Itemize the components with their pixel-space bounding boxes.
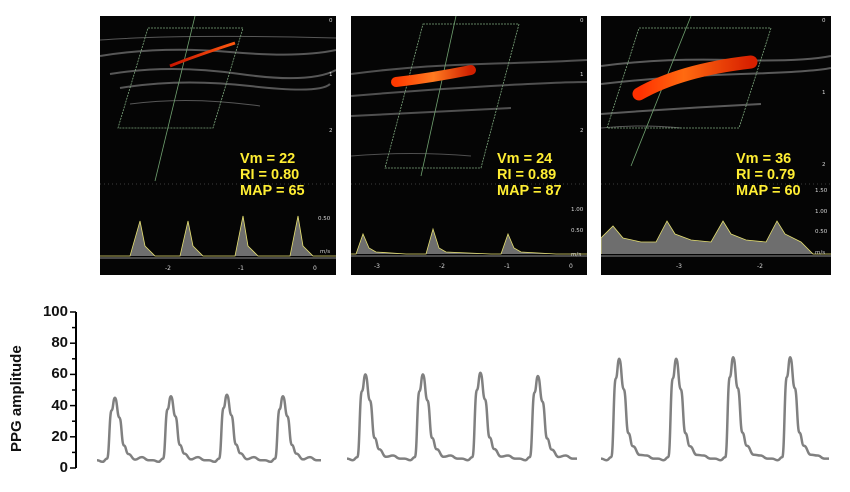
doppler-waveform-2 <box>351 227 587 255</box>
ppg-traces <box>96 355 829 464</box>
vm-value: Vm = 22 <box>240 151 296 167</box>
ppg-trace-1 <box>96 393 321 464</box>
velocity-tick: 0.50 <box>571 228 584 234</box>
ppg-trace-3 <box>600 355 829 462</box>
time-tick: -2 <box>165 265 171 272</box>
measurements-1: Vm = 22 RI = 0.80 MAP = 65 <box>240 151 305 199</box>
depth-tick: 0 <box>329 18 333 24</box>
velocity-tick: 0.50 <box>318 216 331 222</box>
ri-value: RI = 0.89 <box>497 167 557 183</box>
time-tick: -2 <box>439 263 445 270</box>
map-value: MAP = 65 <box>240 183 305 199</box>
ultrasound-panel-1: Vm = 22 RI = 0.80 MAP = 65 0 1 2 0.50 m/… <box>100 16 336 275</box>
velocity-tick: 0.50 <box>815 229 828 235</box>
ppg-y-axis <box>70 311 77 469</box>
velocity-tick: 1.00 <box>571 207 584 213</box>
ri-value: RI = 0.80 <box>240 167 300 183</box>
ultrasound-image-2 <box>351 16 587 257</box>
ppg-ytick-20: 20 <box>51 428 68 445</box>
depth-tick: 1 <box>580 72 584 78</box>
time-tick: 0 <box>569 263 573 270</box>
depth-tick: 0 <box>822 18 826 24</box>
ppg-ytick-60: 60 <box>51 365 68 382</box>
map-value: MAP = 87 <box>497 183 562 199</box>
time-tick: -3 <box>374 263 380 270</box>
time-tick: 0 <box>313 265 317 272</box>
velocity-tick: 1.50 <box>815 188 828 194</box>
ppg-ytick-100: 100 <box>42 303 68 320</box>
depth-tick: 2 <box>329 128 333 134</box>
doppler-waveform-3 <box>601 220 831 255</box>
vm-value: Vm = 24 <box>497 151 553 167</box>
depth-tick: 1 <box>329 72 333 78</box>
velocity-unit: m/s <box>571 252 582 258</box>
velocity-tick: 1.00 <box>815 209 828 215</box>
depth-tick: 1 <box>822 90 826 96</box>
time-tick: -2 <box>757 263 763 270</box>
measurements-3: Vm = 36 RI = 0.79 MAP = 60 <box>736 151 801 199</box>
time-tick: -1 <box>504 263 510 270</box>
ultrasound-panel-2: Vm = 24 RI = 0.89 MAP = 87 0 1 2 1.00 0.… <box>351 16 587 275</box>
ppg-ylabel-text: PPG amplitude <box>8 345 25 452</box>
ppg-ytick-0: 0 <box>59 459 68 476</box>
velocity-unit: m/s <box>815 250 826 256</box>
depth-tick: 0 <box>580 18 584 24</box>
time-tick: -1 <box>238 265 244 272</box>
velocity-unit: m/s <box>320 249 331 255</box>
depth-tick: 2 <box>822 162 826 168</box>
ultrasound-image-3 <box>601 16 831 257</box>
measurements-2: Vm = 24 RI = 0.89 MAP = 87 <box>497 151 562 199</box>
ultrasound-image-1 <box>100 16 336 259</box>
map-value: MAP = 60 <box>736 183 801 199</box>
ri-value: RI = 0.79 <box>736 167 796 183</box>
depth-tick: 2 <box>580 128 584 134</box>
vm-value: Vm = 36 <box>736 151 792 167</box>
ppg-ytick-40: 40 <box>51 397 68 414</box>
doppler-waveform-1 <box>100 215 336 257</box>
ultrasound-panel-3: Vm = 36 RI = 0.79 MAP = 60 0 1 2 1.50 1.… <box>601 16 831 275</box>
ppg-trace-2 <box>346 371 577 462</box>
ppg-ytick-80: 80 <box>51 334 68 351</box>
time-tick: -3 <box>676 263 682 270</box>
